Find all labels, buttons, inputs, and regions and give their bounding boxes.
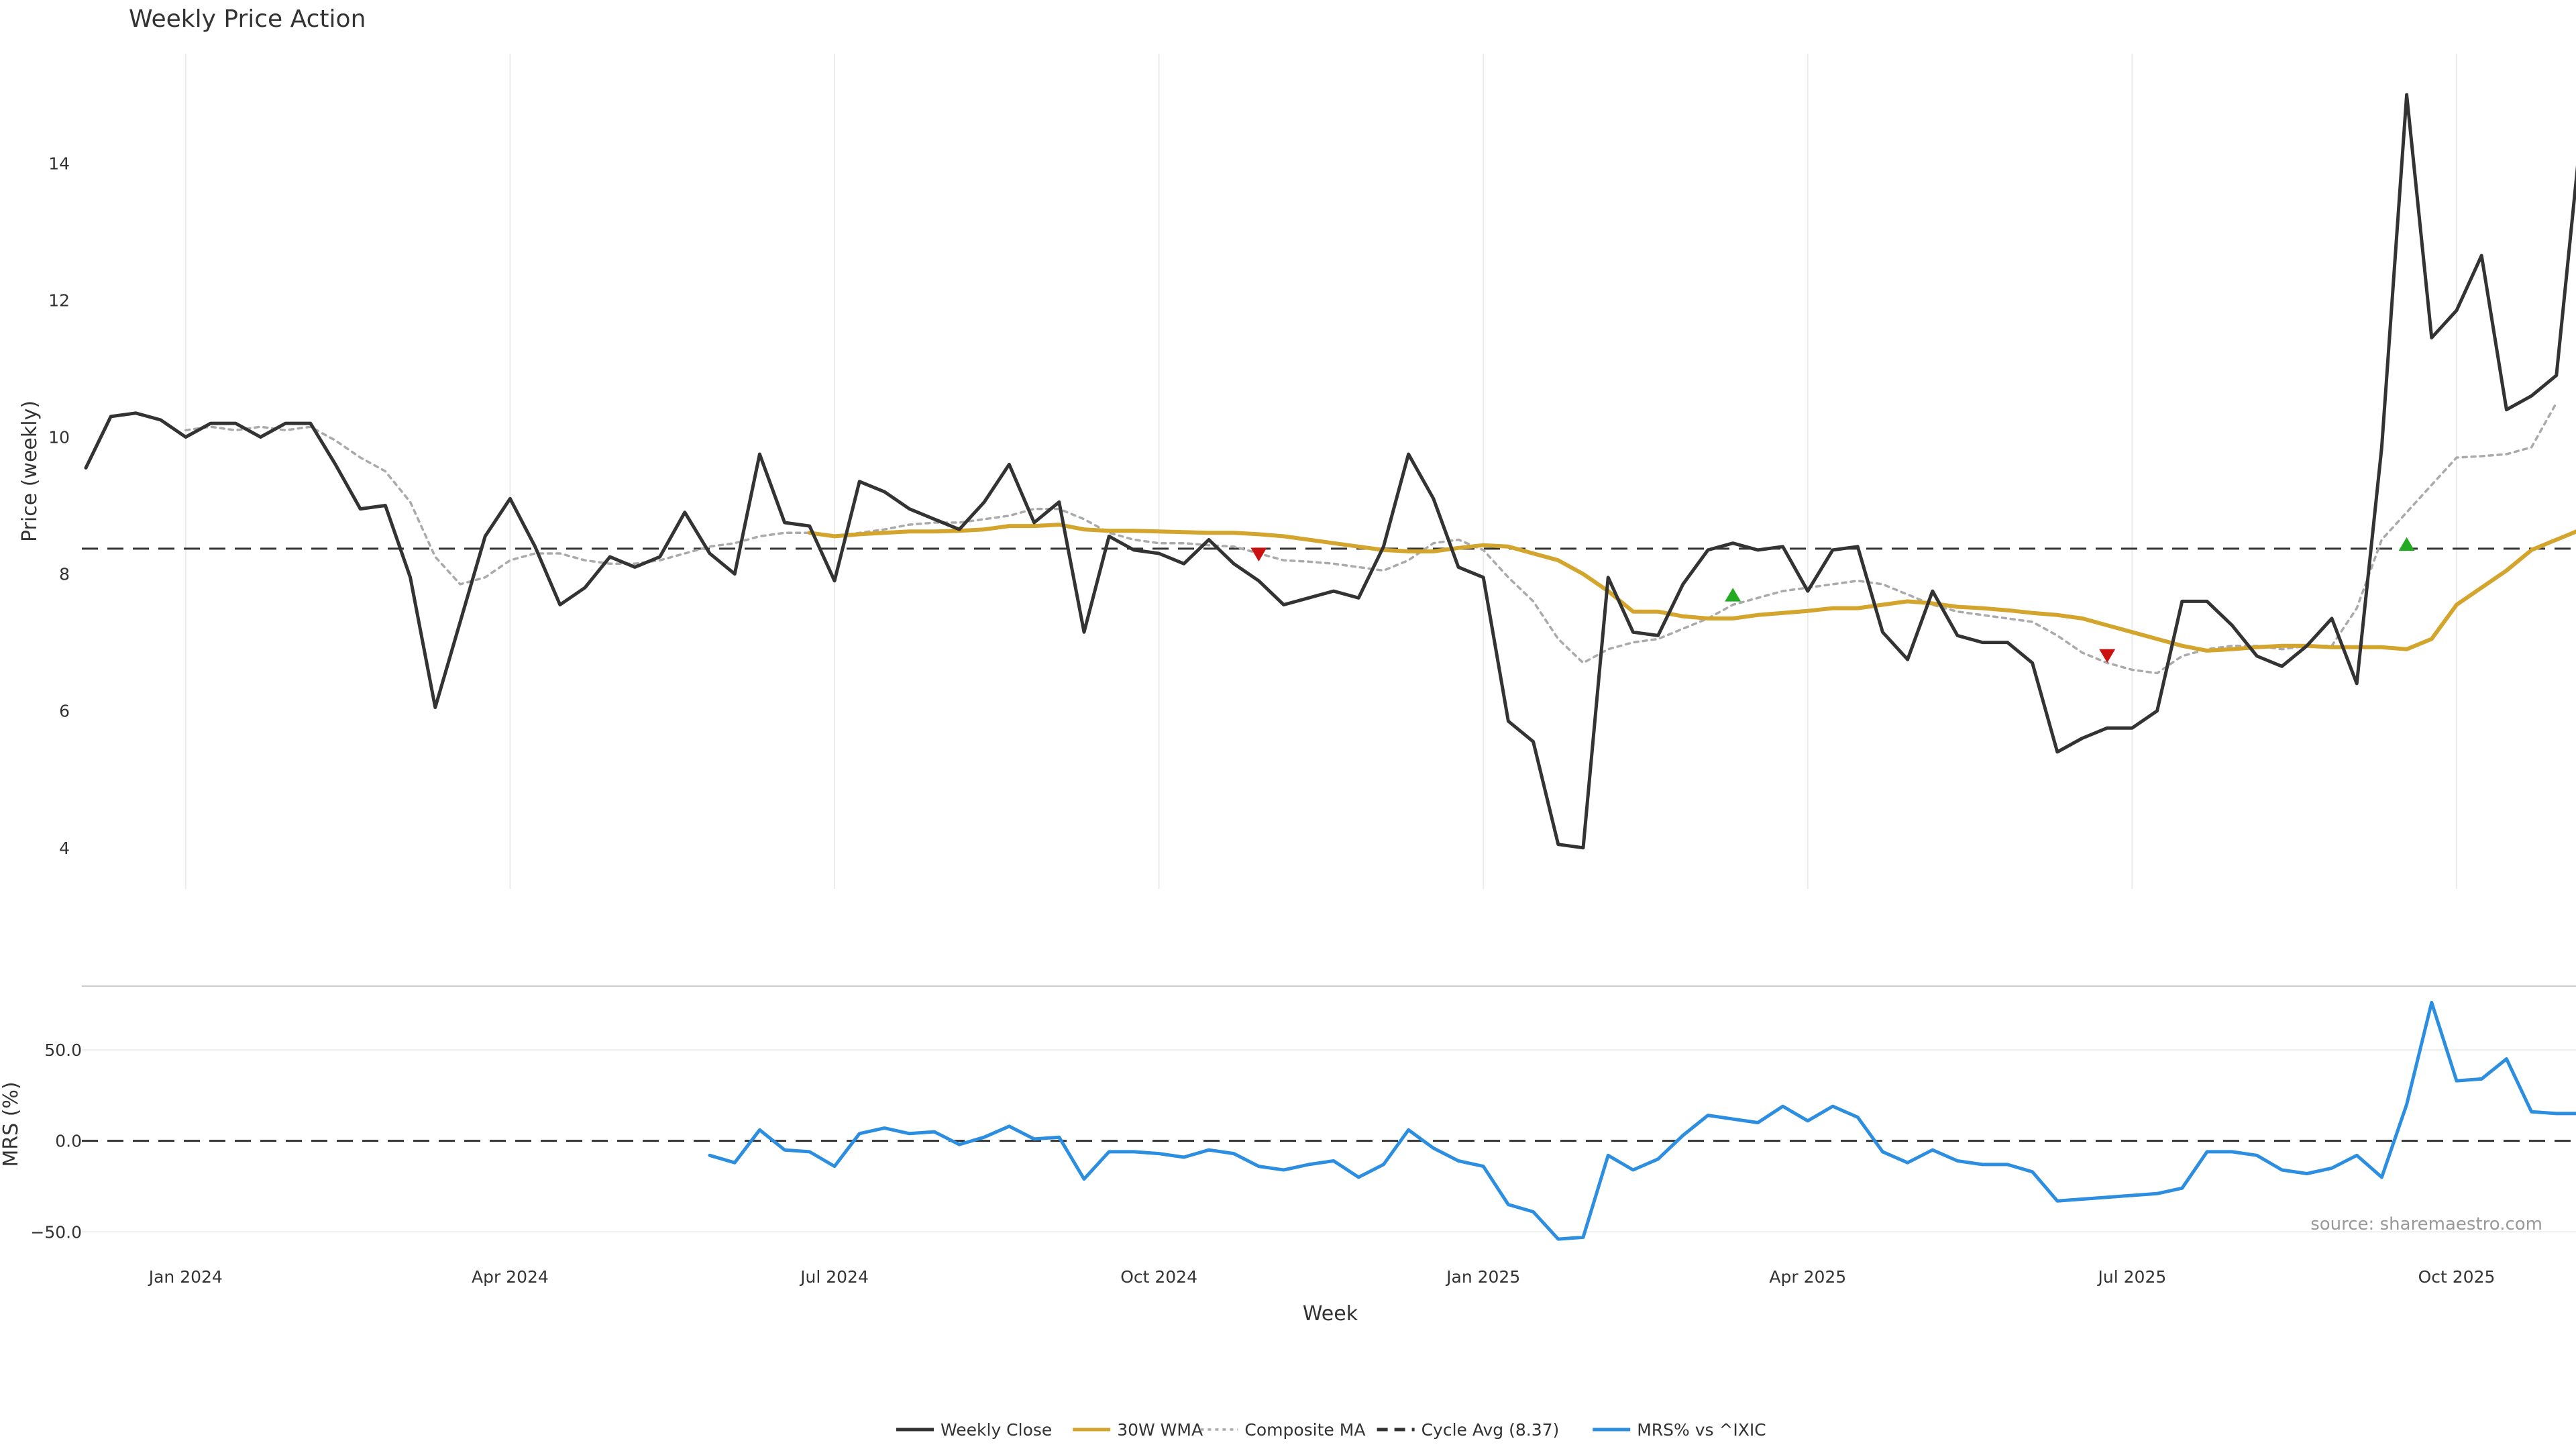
legend-label-cycle-avg-8-37: Cycle Avg (8.37) bbox=[1421, 1420, 1560, 1440]
x-tick-label-oct-2025: Oct 2025 bbox=[2418, 1267, 2496, 1287]
legend-label-30w-wma: 30W WMA bbox=[1117, 1420, 1203, 1440]
x-tick-label-oct-2024: Oct 2024 bbox=[1120, 1267, 1197, 1287]
x-tick-label-apr-2024: Apr 2024 bbox=[472, 1267, 549, 1287]
sell-signal-marker-3 bbox=[2099, 649, 2116, 663]
chart-title: Weekly Price Action bbox=[129, 5, 366, 33]
price-y-tick-14: 14 bbox=[48, 154, 70, 173]
series-weekly-close bbox=[84, 93, 2576, 850]
mrs-y-tick-2: −50.0 bbox=[30, 1222, 82, 1242]
x-axis-label: Week bbox=[1303, 1302, 1358, 1326]
x-tick-label-jul-2024: Jul 2024 bbox=[799, 1267, 869, 1287]
grid-lines bbox=[82, 54, 2576, 1233]
x-tick-label-apr-2025: Apr 2025 bbox=[1769, 1267, 1846, 1287]
price-y-tick-8: 8 bbox=[59, 565, 70, 584]
buy-signal-marker-4 bbox=[2398, 537, 2415, 551]
series-composite-ma bbox=[184, 401, 2558, 675]
series-mrs-vs-ixic bbox=[708, 1000, 2576, 1241]
buy-signal-marker-2 bbox=[1725, 588, 1741, 602]
x-tick-label-jan-2024: Jan 2024 bbox=[148, 1267, 223, 1287]
source-label: source: sharemaestro.com bbox=[2310, 1214, 2542, 1234]
price-y-axis-label: Price (weekly) bbox=[18, 400, 42, 542]
price-y-tick-10: 10 bbox=[48, 427, 70, 447]
mrs-panel: 50.0 0.0 −50.0 MRS (%) bbox=[0, 1000, 2576, 1242]
sell-signal-marker-1 bbox=[1250, 547, 1267, 561]
x-axis: Jan 2024 Apr 2024 Jul 2024 Oct 2024 Jan 2025… bbox=[148, 1267, 2496, 1287]
price-panel: 4 6 8 10 12 14 Price (weekly) bbox=[18, 93, 2576, 858]
mrs-y-tick-0: 50.0 bbox=[44, 1040, 82, 1060]
mrs-y-tick-1: 0.0 bbox=[55, 1132, 82, 1151]
legend-label-composite-ma: Composite MA bbox=[1244, 1420, 1365, 1440]
x-tick-label-jul-2025: Jul 2025 bbox=[2097, 1267, 2167, 1287]
legend-label-mrs-vs-ixic: MRS% vs ^IXIC bbox=[1637, 1420, 1766, 1440]
price-y-tick-12: 12 bbox=[48, 290, 70, 310]
legend-label-weekly-close: Weekly Close bbox=[941, 1420, 1052, 1440]
price-y-tick-6: 6 bbox=[59, 702, 70, 721]
legend: Weekly Close 30W WMA Composite MA Cycle Avg… bbox=[896, 1420, 1766, 1440]
price-y-tick-4: 4 bbox=[59, 839, 70, 858]
mrs-y-axis-label: MRS (%) bbox=[0, 1081, 23, 1167]
series-30w-wma bbox=[807, 523, 2576, 653]
x-tick-label-jan-2025: Jan 2025 bbox=[1445, 1267, 1520, 1287]
